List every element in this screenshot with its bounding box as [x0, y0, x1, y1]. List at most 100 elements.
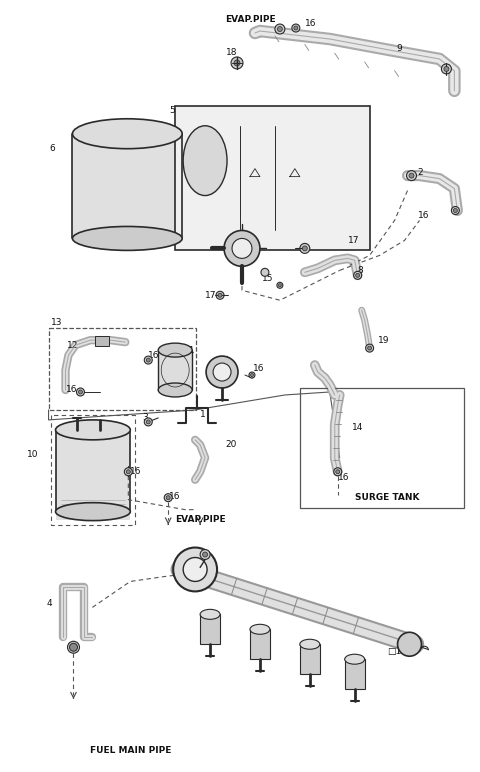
Text: 12: 12 [67, 340, 78, 350]
Circle shape [277, 283, 283, 288]
Text: EVAP.PIPE: EVAP.PIPE [175, 515, 226, 524]
Circle shape [366, 344, 373, 352]
Circle shape [251, 374, 253, 377]
Text: 16: 16 [338, 473, 349, 482]
Circle shape [183, 557, 207, 581]
Circle shape [302, 246, 307, 251]
Ellipse shape [158, 343, 192, 357]
Text: 14: 14 [352, 423, 363, 432]
Bar [158, 350, 192, 390]
Bar [72, 134, 182, 239]
Bar [300, 645, 320, 674]
Ellipse shape [72, 119, 182, 149]
Text: □1325: □1325 [387, 647, 419, 655]
Circle shape [407, 171, 417, 181]
Ellipse shape [72, 226, 182, 250]
Text: FUEL MAIN PIPE: FUEL MAIN PIPE [90, 747, 171, 756]
Circle shape [70, 643, 77, 652]
Text: 4: 4 [47, 599, 52, 608]
Text: 18: 18 [226, 49, 238, 57]
Circle shape [334, 468, 342, 476]
Text: 17: 17 [205, 291, 216, 300]
Circle shape [144, 418, 152, 426]
Circle shape [232, 239, 252, 259]
Ellipse shape [200, 609, 220, 619]
Circle shape [277, 26, 282, 32]
Circle shape [397, 632, 421, 656]
Circle shape [164, 493, 172, 502]
Text: 9: 9 [396, 45, 402, 53]
Text: 16: 16 [418, 211, 429, 220]
Bar [250, 629, 270, 659]
Text: 16: 16 [130, 467, 142, 476]
Circle shape [126, 469, 130, 474]
Text: 7: 7 [222, 356, 228, 364]
Circle shape [206, 356, 238, 388]
Circle shape [166, 496, 170, 499]
Ellipse shape [56, 420, 130, 440]
Circle shape [442, 64, 451, 74]
Ellipse shape [345, 654, 365, 664]
Circle shape [292, 24, 300, 32]
Circle shape [278, 284, 281, 286]
Circle shape [78, 390, 83, 394]
Circle shape [76, 388, 84, 396]
Circle shape [356, 273, 360, 277]
Text: 20: 20 [225, 440, 237, 449]
Circle shape [216, 291, 224, 300]
Text: EVAP.PIPE: EVAP.PIPE [225, 15, 276, 24]
Circle shape [218, 293, 222, 297]
Circle shape [409, 173, 414, 178]
Text: 3: 3 [143, 414, 148, 422]
Circle shape [451, 207, 459, 215]
Text: 15: 15 [262, 274, 274, 283]
Ellipse shape [300, 639, 320, 649]
Text: 16: 16 [305, 19, 316, 28]
Text: 1: 1 [200, 411, 206, 419]
Circle shape [336, 469, 340, 474]
Circle shape [124, 468, 132, 476]
Circle shape [213, 363, 231, 381]
Circle shape [234, 60, 240, 66]
Circle shape [294, 26, 298, 30]
Circle shape [454, 208, 457, 212]
Circle shape [71, 645, 76, 650]
Text: 19: 19 [378, 336, 389, 344]
Text: 16: 16 [148, 350, 160, 360]
Bar [200, 615, 220, 645]
Text: 5: 5 [169, 107, 175, 115]
Text: 13: 13 [51, 318, 62, 327]
Circle shape [146, 358, 150, 362]
Text: SURGE TANK: SURGE TANK [355, 493, 419, 502]
Circle shape [261, 269, 269, 276]
Bar [96, 336, 109, 346]
Ellipse shape [250, 625, 270, 635]
Text: 2: 2 [418, 168, 423, 177]
Text: 16: 16 [65, 385, 77, 394]
Circle shape [300, 243, 310, 253]
Circle shape [354, 271, 361, 279]
Circle shape [146, 420, 150, 424]
Bar [48, 328, 196, 410]
Bar [56, 430, 130, 520]
Text: 11: 11 [184, 346, 196, 354]
Circle shape [68, 642, 80, 653]
Bar [300, 388, 464, 508]
Ellipse shape [56, 503, 130, 520]
Ellipse shape [183, 126, 227, 195]
Circle shape [203, 552, 207, 557]
Circle shape [224, 231, 260, 266]
Circle shape [231, 57, 243, 69]
Circle shape [144, 356, 152, 364]
Bar [175, 106, 370, 250]
Circle shape [275, 24, 285, 34]
Circle shape [444, 66, 449, 72]
Circle shape [368, 346, 372, 350]
Circle shape [200, 550, 210, 560]
Text: 10: 10 [27, 450, 38, 459]
Ellipse shape [158, 383, 192, 397]
Text: 16: 16 [169, 493, 180, 501]
Circle shape [249, 372, 255, 378]
Circle shape [173, 547, 217, 591]
Text: 8: 8 [358, 266, 363, 275]
